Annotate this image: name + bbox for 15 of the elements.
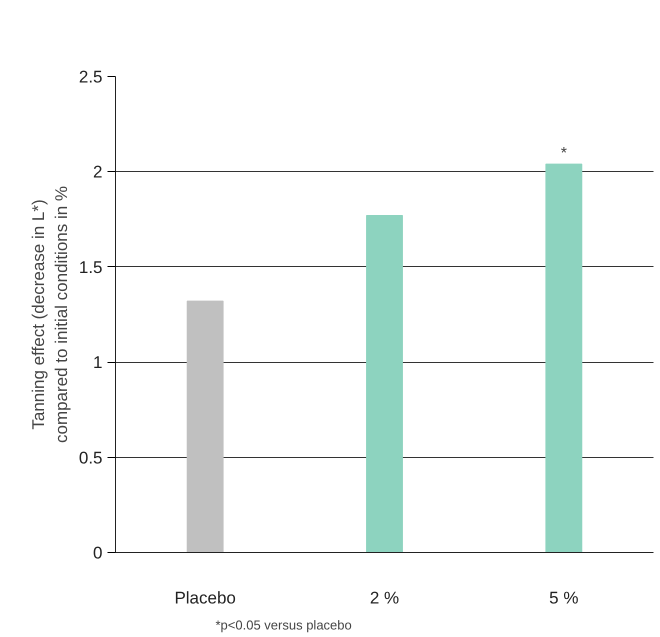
x-tick-label: Placebo (174, 588, 236, 608)
bar (545, 164, 582, 552)
bar (366, 214, 403, 552)
y-tick-label: 2.5 (78, 68, 103, 86)
x-tick-label: 2 % (370, 588, 400, 608)
y-tick-label: 1 (93, 353, 103, 372)
y-tick-label: 0.5 (78, 448, 103, 468)
y-axis-title: Tanning effect (decrease in L*) compared to initial conditions in % (29, 186, 71, 444)
text: *p<0.05 versus placebo (216, 618, 352, 632)
y-tick-label: 0 (93, 544, 103, 562)
y-tick-label: 1.5 (78, 258, 103, 277)
bar (186, 300, 224, 552)
y-tick-label: 2 (93, 162, 103, 182)
x-tick-label: 5 % (549, 588, 578, 608)
annotation: * (560, 145, 567, 162)
